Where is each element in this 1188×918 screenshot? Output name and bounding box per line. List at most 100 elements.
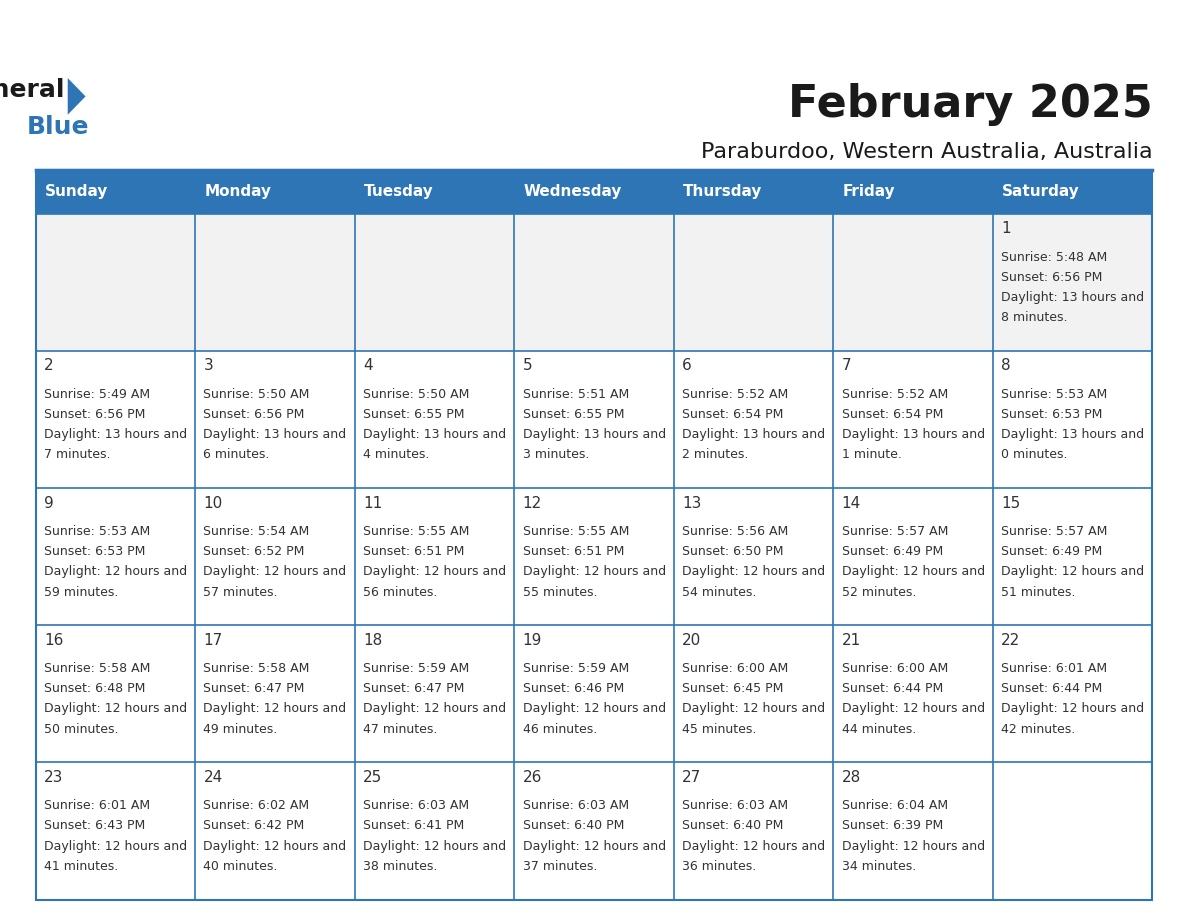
Bar — [355, 763, 514, 900]
Text: Sunset: 6:43 PM: Sunset: 6:43 PM — [44, 820, 145, 833]
Text: 51 minutes.: 51 minutes. — [1001, 586, 1075, 599]
Text: 9: 9 — [44, 496, 53, 510]
Bar — [514, 170, 674, 214]
Text: Daylight: 13 hours and: Daylight: 13 hours and — [682, 428, 826, 442]
Text: Sunset: 6:48 PM: Sunset: 6:48 PM — [44, 682, 145, 695]
Text: Daylight: 12 hours and: Daylight: 12 hours and — [523, 702, 665, 715]
Bar — [195, 625, 355, 763]
Text: 37 minutes.: 37 minutes. — [523, 860, 596, 873]
Text: 24: 24 — [203, 770, 222, 785]
Text: 14: 14 — [841, 496, 861, 510]
Bar — [514, 351, 674, 488]
Text: Sunset: 6:51 PM: Sunset: 6:51 PM — [523, 545, 624, 558]
Text: 50 minutes.: 50 minutes. — [44, 722, 119, 735]
Text: Sunrise: 6:00 AM: Sunrise: 6:00 AM — [841, 662, 948, 675]
Text: 19: 19 — [523, 633, 542, 648]
Text: 56 minutes.: 56 minutes. — [364, 586, 437, 599]
Text: 13: 13 — [682, 496, 701, 510]
Text: Daylight: 13 hours and: Daylight: 13 hours and — [1001, 428, 1144, 442]
Text: Sunrise: 5:51 AM: Sunrise: 5:51 AM — [523, 387, 628, 401]
Text: 23: 23 — [44, 770, 63, 785]
Text: Monday: Monday — [204, 185, 272, 199]
Bar — [195, 170, 355, 214]
Text: 22: 22 — [1001, 633, 1020, 648]
Bar — [993, 625, 1152, 763]
Text: 59 minutes.: 59 minutes. — [44, 586, 119, 599]
Bar — [36, 351, 195, 488]
Text: 45 minutes.: 45 minutes. — [682, 722, 757, 735]
Text: Sunrise: 5:52 AM: Sunrise: 5:52 AM — [841, 387, 948, 401]
Bar — [36, 214, 195, 351]
Text: 4: 4 — [364, 358, 373, 374]
Text: 7 minutes.: 7 minutes. — [44, 448, 110, 462]
Text: 1: 1 — [1001, 221, 1011, 236]
Text: 49 minutes.: 49 minutes. — [203, 722, 278, 735]
Bar — [195, 488, 355, 625]
Text: Sunrise: 5:57 AM: Sunrise: 5:57 AM — [1001, 525, 1107, 538]
Bar — [36, 763, 195, 900]
Text: Sunrise: 5:49 AM: Sunrise: 5:49 AM — [44, 387, 150, 401]
Text: Daylight: 12 hours and: Daylight: 12 hours and — [682, 702, 826, 715]
Text: Sunset: 6:53 PM: Sunset: 6:53 PM — [1001, 408, 1102, 421]
Text: Sunday: Sunday — [45, 185, 108, 199]
Text: Sunrise: 6:04 AM: Sunrise: 6:04 AM — [841, 800, 948, 812]
Text: Daylight: 13 hours and: Daylight: 13 hours and — [364, 428, 506, 442]
Text: 1 minute.: 1 minute. — [841, 448, 902, 462]
Text: Daylight: 12 hours and: Daylight: 12 hours and — [523, 565, 665, 578]
Text: Daylight: 12 hours and: Daylight: 12 hours and — [841, 565, 985, 578]
Text: 26: 26 — [523, 770, 542, 785]
Bar — [36, 488, 195, 625]
Text: 27: 27 — [682, 770, 701, 785]
Text: Sunset: 6:42 PM: Sunset: 6:42 PM — [203, 820, 305, 833]
Text: Sunset: 6:40 PM: Sunset: 6:40 PM — [682, 820, 783, 833]
Text: Sunrise: 6:00 AM: Sunrise: 6:00 AM — [682, 662, 789, 675]
Bar — [833, 488, 993, 625]
Text: Daylight: 12 hours and: Daylight: 12 hours and — [841, 702, 985, 715]
Text: Daylight: 13 hours and: Daylight: 13 hours and — [44, 428, 187, 442]
Text: Sunset: 6:54 PM: Sunset: 6:54 PM — [841, 408, 943, 421]
Text: Sunset: 6:56 PM: Sunset: 6:56 PM — [203, 408, 305, 421]
Text: General: General — [0, 78, 65, 102]
Text: 12: 12 — [523, 496, 542, 510]
Text: 38 minutes.: 38 minutes. — [364, 860, 437, 873]
Text: Paraburdoo, Western Australia, Australia: Paraburdoo, Western Australia, Australia — [701, 142, 1152, 162]
Text: Sunrise: 5:48 AM: Sunrise: 5:48 AM — [1001, 251, 1107, 263]
Text: 46 minutes.: 46 minutes. — [523, 722, 596, 735]
Text: Daylight: 12 hours and: Daylight: 12 hours and — [203, 565, 347, 578]
Text: 36 minutes.: 36 minutes. — [682, 860, 757, 873]
Text: 54 minutes.: 54 minutes. — [682, 586, 757, 599]
Text: Wednesday: Wednesday — [524, 185, 623, 199]
Bar — [355, 625, 514, 763]
Text: 6: 6 — [682, 358, 691, 374]
Text: Sunrise: 6:03 AM: Sunrise: 6:03 AM — [682, 800, 788, 812]
Text: Sunset: 6:47 PM: Sunset: 6:47 PM — [203, 682, 305, 695]
Text: Sunset: 6:44 PM: Sunset: 6:44 PM — [841, 682, 943, 695]
Bar — [993, 763, 1152, 900]
Text: Sunrise: 5:56 AM: Sunrise: 5:56 AM — [682, 525, 789, 538]
Text: Sunset: 6:51 PM: Sunset: 6:51 PM — [364, 545, 465, 558]
Bar — [674, 488, 833, 625]
Bar — [993, 351, 1152, 488]
Text: Sunset: 6:56 PM: Sunset: 6:56 PM — [44, 408, 145, 421]
Text: Sunrise: 6:01 AM: Sunrise: 6:01 AM — [44, 800, 150, 812]
Text: 18: 18 — [364, 633, 383, 648]
Text: Sunrise: 5:55 AM: Sunrise: 5:55 AM — [523, 525, 628, 538]
Text: Sunset: 6:52 PM: Sunset: 6:52 PM — [203, 545, 305, 558]
Bar — [514, 625, 674, 763]
Text: Daylight: 12 hours and: Daylight: 12 hours and — [364, 840, 506, 853]
Text: 10: 10 — [203, 496, 222, 510]
Bar — [833, 763, 993, 900]
Text: Daylight: 12 hours and: Daylight: 12 hours and — [44, 840, 187, 853]
Text: Daylight: 12 hours and: Daylight: 12 hours and — [1001, 702, 1144, 715]
Text: Sunset: 6:44 PM: Sunset: 6:44 PM — [1001, 682, 1102, 695]
Text: Daylight: 12 hours and: Daylight: 12 hours and — [364, 565, 506, 578]
Text: 55 minutes.: 55 minutes. — [523, 586, 598, 599]
Text: Daylight: 12 hours and: Daylight: 12 hours and — [682, 840, 826, 853]
Bar — [674, 625, 833, 763]
Text: 47 minutes.: 47 minutes. — [364, 722, 437, 735]
Bar — [355, 488, 514, 625]
Text: 7: 7 — [841, 358, 852, 374]
Text: Sunset: 6:49 PM: Sunset: 6:49 PM — [841, 545, 943, 558]
Bar — [355, 351, 514, 488]
Text: 42 minutes.: 42 minutes. — [1001, 722, 1075, 735]
